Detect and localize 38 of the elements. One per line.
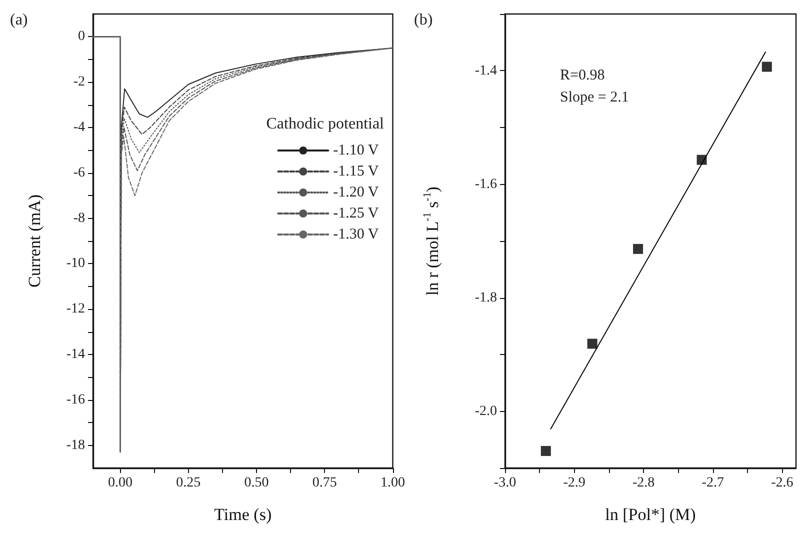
x-tick-label: 1.00 xyxy=(380,476,405,490)
x-tick-label: -2.8 xyxy=(632,476,655,490)
x-tick-label: 0.75 xyxy=(312,476,337,490)
y-tick-label: -6 xyxy=(73,165,85,180)
x-axis-title: ln [Pol*] (M) xyxy=(605,505,696,524)
y-tick-label: -10 xyxy=(66,256,85,272)
text: (b) xyxy=(414,12,433,28)
legend-label: -1.25 V xyxy=(333,206,379,222)
y-tick-label: 0 xyxy=(78,29,85,44)
x-tick-label: -2.7 xyxy=(702,476,724,490)
text: (a) xyxy=(10,12,28,28)
annotation: R=0.98 xyxy=(560,68,605,84)
y-tick-label: -12 xyxy=(66,302,85,317)
legend-label: -1.15 V xyxy=(333,164,379,180)
y-tick-label: -14 xyxy=(66,347,85,362)
y-tick-label: -2.0 xyxy=(474,404,497,419)
y-tick-label: -1.4 xyxy=(474,63,497,78)
legend-label: -1.20 V xyxy=(333,184,379,200)
legend-label: -1.30 V xyxy=(333,226,379,242)
y-tick-label: -1.6 xyxy=(474,176,497,192)
y-tick-label: -1.8 xyxy=(474,290,497,306)
y-tick-label: -18 xyxy=(66,438,85,453)
y-tick-label: -2 xyxy=(73,74,85,90)
x-tick-label: 0.00 xyxy=(108,476,132,490)
x-tick-label: -3.0 xyxy=(494,476,516,490)
annotation: Slope = 2.1 xyxy=(560,90,629,106)
legend-title: Cathodic potential xyxy=(266,116,385,132)
y-axis-title: Current (mA) xyxy=(25,194,44,288)
legend-label: -1.10 V xyxy=(333,142,379,158)
x-axis-title: Time (s) xyxy=(214,505,272,524)
x-tick-label: -2.6 xyxy=(771,476,794,490)
y-tick-label: -16 xyxy=(66,392,85,408)
y-axis-title: ln r (mol L-1 s-1) xyxy=(422,186,442,296)
y-tick-label: -8 xyxy=(73,210,85,226)
y-tick-label: -4 xyxy=(73,120,85,135)
x-tick-label: 0.25 xyxy=(176,476,201,490)
x-tick-label: -2.9 xyxy=(563,476,586,490)
x-tick-label: 0.50 xyxy=(244,476,269,490)
